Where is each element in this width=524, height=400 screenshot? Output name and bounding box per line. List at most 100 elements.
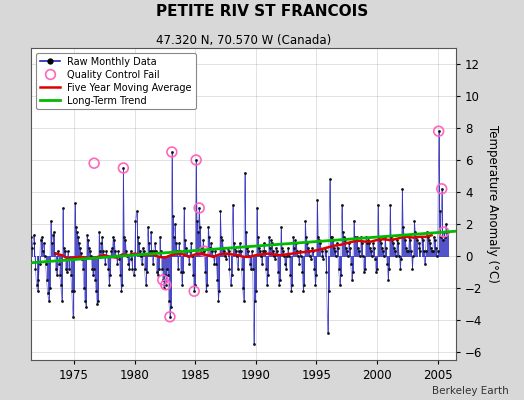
Point bbox=[374, 202, 382, 208]
Point bbox=[185, 261, 193, 267]
Point bbox=[124, 261, 133, 267]
Point bbox=[111, 248, 119, 254]
Point bbox=[135, 248, 144, 254]
Point bbox=[179, 269, 187, 275]
Point bbox=[118, 282, 127, 288]
Point bbox=[320, 245, 329, 251]
Point bbox=[351, 234, 359, 240]
Point bbox=[166, 314, 174, 320]
Point bbox=[80, 285, 88, 291]
Point bbox=[442, 221, 450, 227]
Point bbox=[246, 261, 254, 267]
Point bbox=[61, 266, 70, 272]
Point bbox=[190, 288, 199, 294]
Point bbox=[300, 282, 309, 288]
Point bbox=[203, 282, 212, 288]
Point bbox=[330, 245, 338, 251]
Point bbox=[407, 248, 416, 254]
Point bbox=[218, 237, 226, 243]
Point bbox=[31, 266, 40, 272]
Point bbox=[48, 232, 57, 238]
Point bbox=[384, 277, 392, 283]
Point bbox=[432, 253, 441, 259]
Point bbox=[99, 248, 107, 254]
Point bbox=[377, 240, 385, 246]
Point bbox=[89, 272, 97, 278]
Point bbox=[363, 240, 371, 246]
Point bbox=[311, 282, 320, 288]
Point bbox=[86, 248, 94, 254]
Point bbox=[101, 261, 110, 267]
Point bbox=[340, 234, 348, 240]
Point bbox=[285, 253, 293, 259]
Point bbox=[258, 261, 266, 267]
Point bbox=[93, 301, 101, 307]
Point bbox=[331, 253, 340, 259]
Point bbox=[54, 261, 63, 267]
Point bbox=[197, 245, 205, 251]
Point bbox=[90, 266, 99, 272]
Point bbox=[201, 269, 210, 275]
Point bbox=[414, 240, 423, 246]
Point bbox=[305, 248, 313, 254]
Point bbox=[281, 261, 289, 267]
Point bbox=[74, 234, 82, 240]
Point bbox=[73, 229, 81, 235]
Legend: Raw Monthly Data, Quality Control Fail, Five Year Moving Average, Long-Term Tren: Raw Monthly Data, Quality Control Fail, … bbox=[36, 53, 196, 109]
Point bbox=[413, 237, 422, 243]
Point bbox=[70, 288, 78, 294]
Point bbox=[423, 234, 432, 240]
Point bbox=[161, 282, 170, 288]
Point bbox=[323, 330, 332, 336]
Point bbox=[64, 266, 73, 272]
Point bbox=[231, 245, 239, 251]
Point bbox=[224, 248, 233, 254]
Point bbox=[388, 237, 396, 243]
Point bbox=[264, 272, 272, 278]
Point bbox=[119, 165, 127, 171]
Point bbox=[170, 234, 178, 240]
Point bbox=[184, 253, 192, 259]
Point bbox=[144, 224, 152, 230]
Point bbox=[409, 253, 418, 259]
Point bbox=[422, 229, 431, 235]
Point bbox=[425, 240, 434, 246]
Point bbox=[63, 248, 72, 254]
Point bbox=[207, 240, 215, 246]
Point bbox=[152, 269, 161, 275]
Point bbox=[195, 205, 203, 211]
Point bbox=[325, 176, 334, 182]
Point bbox=[245, 253, 253, 259]
Point bbox=[400, 234, 409, 240]
Point bbox=[322, 269, 331, 275]
Point bbox=[24, 240, 32, 246]
Point bbox=[150, 240, 159, 246]
Point bbox=[78, 256, 86, 262]
Point bbox=[133, 234, 141, 240]
Point bbox=[428, 248, 436, 254]
Point bbox=[319, 256, 328, 262]
Point bbox=[23, 227, 31, 234]
Point bbox=[187, 240, 195, 246]
Point bbox=[243, 245, 251, 251]
Point bbox=[209, 253, 217, 259]
Point bbox=[435, 208, 444, 214]
Point bbox=[29, 232, 38, 238]
Point bbox=[333, 240, 341, 246]
Point bbox=[352, 237, 360, 243]
Point bbox=[357, 234, 365, 240]
Point bbox=[307, 256, 315, 262]
Point bbox=[418, 234, 426, 240]
Point bbox=[79, 266, 87, 272]
Point bbox=[57, 282, 65, 288]
Point bbox=[419, 248, 428, 254]
Point bbox=[276, 277, 284, 283]
Point bbox=[416, 245, 424, 251]
Point bbox=[208, 248, 216, 254]
Point bbox=[166, 314, 174, 320]
Point bbox=[295, 261, 303, 267]
Point bbox=[267, 237, 275, 243]
Point bbox=[210, 261, 219, 267]
Point bbox=[375, 234, 384, 240]
Point bbox=[39, 240, 48, 246]
